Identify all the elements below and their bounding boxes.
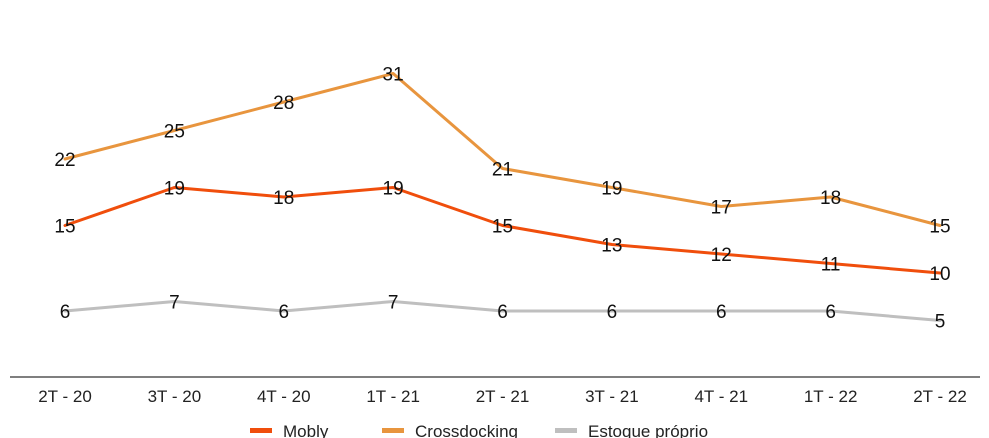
series-line-estoque-proprio: [63, 300, 942, 322]
legend-label-crossdocking: Crossdocking: [415, 422, 518, 438]
data-label-estoque-proprio-0: 6: [60, 302, 71, 323]
x-tick-label: 2T - 20: [38, 387, 92, 406]
data-label-estoque-proprio-1: 7: [169, 293, 180, 314]
legend-item-mobly: Mobly: [250, 422, 329, 438]
series-crossdocking: 22 25 28 31 21 19 17 18 15: [54, 65, 950, 238]
data-label-mobly-4: 15: [492, 217, 513, 238]
x-tick-label: 3T - 21: [585, 387, 639, 406]
data-label-crossdocking-6: 17: [711, 198, 732, 219]
data-label-crossdocking-7: 18: [820, 188, 841, 209]
x-tick-label: 4T - 21: [694, 387, 748, 406]
x-tick-label: 1T - 22: [804, 387, 858, 406]
data-label-crossdocking-1: 25: [164, 122, 185, 143]
x-tick-label: 3T - 20: [148, 387, 202, 406]
data-label-crossdocking-3: 31: [383, 65, 404, 86]
data-label-mobly-2: 18: [273, 188, 294, 209]
legend-swatch-crossdocking: [382, 428, 404, 433]
data-label-estoque-proprio-3: 7: [388, 293, 399, 314]
legend-swatch-mobly: [250, 428, 272, 433]
data-label-crossdocking-5: 19: [601, 179, 622, 200]
data-label-mobly-1: 19: [164, 179, 185, 200]
data-label-estoque-proprio-6: 6: [716, 302, 727, 323]
data-label-crossdocking-0: 22: [54, 150, 75, 171]
data-label-mobly-5: 13: [601, 236, 622, 257]
data-label-crossdocking-2: 28: [273, 93, 294, 114]
data-label-estoque-proprio-2: 6: [278, 302, 289, 323]
legend-label-estoque-proprio: Estoque próprio: [588, 422, 708, 438]
data-label-mobly-7: 11: [821, 255, 841, 276]
data-label-mobly-8: 10: [929, 264, 950, 285]
data-label-mobly-0: 15: [54, 217, 75, 238]
legend-label-mobly: Mobly: [283, 422, 329, 438]
legend: Mobly Crossdocking Estoque próprio: [250, 422, 708, 438]
legend-item-crossdocking: Crossdocking: [382, 422, 518, 438]
x-tick-label: 2T - 22: [913, 387, 967, 406]
data-label-estoque-proprio-4: 6: [497, 302, 508, 323]
data-label-crossdocking-8: 15: [929, 217, 950, 238]
data-label-estoque-proprio-8: 5: [935, 312, 946, 333]
data-label-estoque-proprio-5: 6: [607, 302, 618, 323]
legend-swatch-estoque-proprio: [555, 428, 577, 433]
data-label-mobly-6: 12: [711, 245, 732, 266]
x-tick-labels: 2T - 20 3T - 20 4T - 20 1T - 21 2T - 21 3T - …: [38, 387, 967, 406]
x-tick-label: 4T - 20: [257, 387, 311, 406]
series-line-mobly: [63, 186, 942, 275]
series-mobly: 15 19 18 19 15 13 12 11 10: [54, 179, 950, 286]
data-label-estoque-proprio-7: 6: [825, 302, 836, 323]
x-tick-label: 2T - 21: [476, 387, 530, 406]
data-label-crossdocking-4: 21: [492, 160, 513, 181]
series-line-crossdocking: [63, 72, 942, 227]
data-label-mobly-3: 19: [383, 179, 404, 200]
x-tick-label: 1T - 21: [366, 387, 420, 406]
series-estoque-proprio: 6 7 6 7 6 6 6 6 5: [60, 293, 946, 333]
series-layer: 15 19 18 19 15 13 12 11 10 22 25 28 31 21 19 17 18 15 6 7 6 7…: [54, 65, 950, 333]
legend-item-estoque-proprio: Estoque próprio: [555, 422, 708, 438]
